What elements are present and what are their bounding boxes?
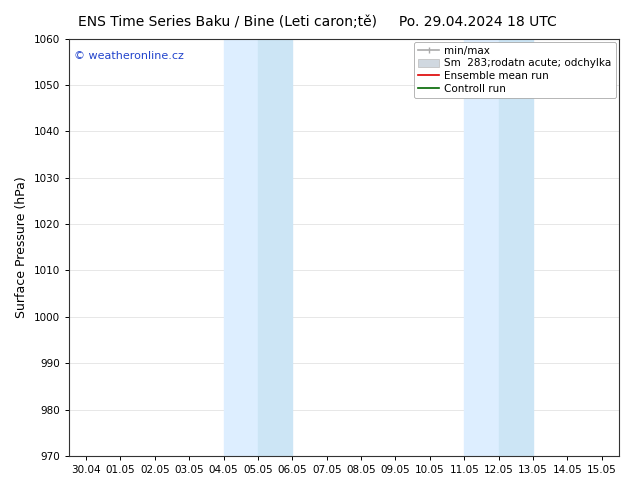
- Bar: [499, 39, 533, 456]
- Text: ENS Time Series Baku / Bine (Leti caron;tě)     Po. 29.04.2024 18 UTC: ENS Time Series Baku / Bine (Leti caron;…: [77, 15, 557, 29]
- Legend: min/max, Sm  283;rodatn acute; odchylka, Ensemble mean run, Controll run: min/max, Sm 283;rodatn acute; odchylka, …: [414, 42, 616, 98]
- Y-axis label: Surface Pressure (hPa): Surface Pressure (hPa): [15, 176, 28, 318]
- Text: © weatheronline.cz: © weatheronline.cz: [74, 51, 184, 61]
- Bar: [464, 39, 499, 456]
- Bar: [258, 39, 292, 456]
- Bar: [224, 39, 258, 456]
